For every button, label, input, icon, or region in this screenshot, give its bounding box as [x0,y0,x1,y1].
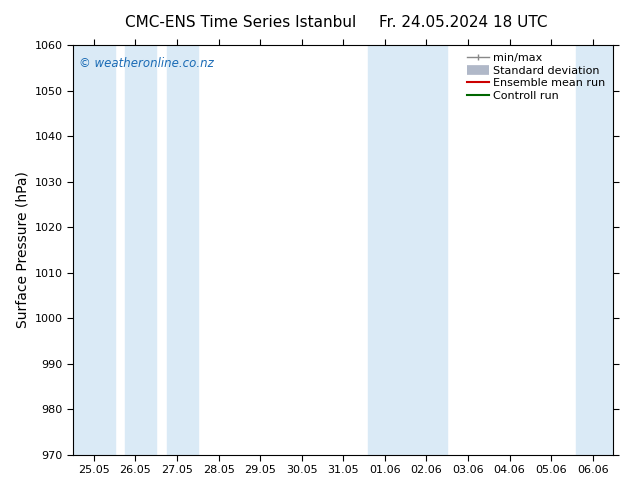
Bar [406,45,447,455]
Text: Fr. 24.05.2024 18 UTC: Fr. 24.05.2024 18 UTC [378,15,547,30]
Bar [125,45,156,455]
Bar [167,45,198,455]
Legend: min/max, Standard deviation, Ensemble mean run, Controll run: min/max, Standard deviation, Ensemble me… [465,50,608,103]
Text: CMC-ENS Time Series Istanbul: CMC-ENS Time Series Istanbul [126,15,356,30]
Bar [576,45,614,455]
Bar [73,45,115,455]
Bar [368,45,406,455]
Text: © weatheronline.co.nz: © weatheronline.co.nz [79,57,213,71]
Y-axis label: Surface Pressure (hPa): Surface Pressure (hPa) [15,172,29,328]
